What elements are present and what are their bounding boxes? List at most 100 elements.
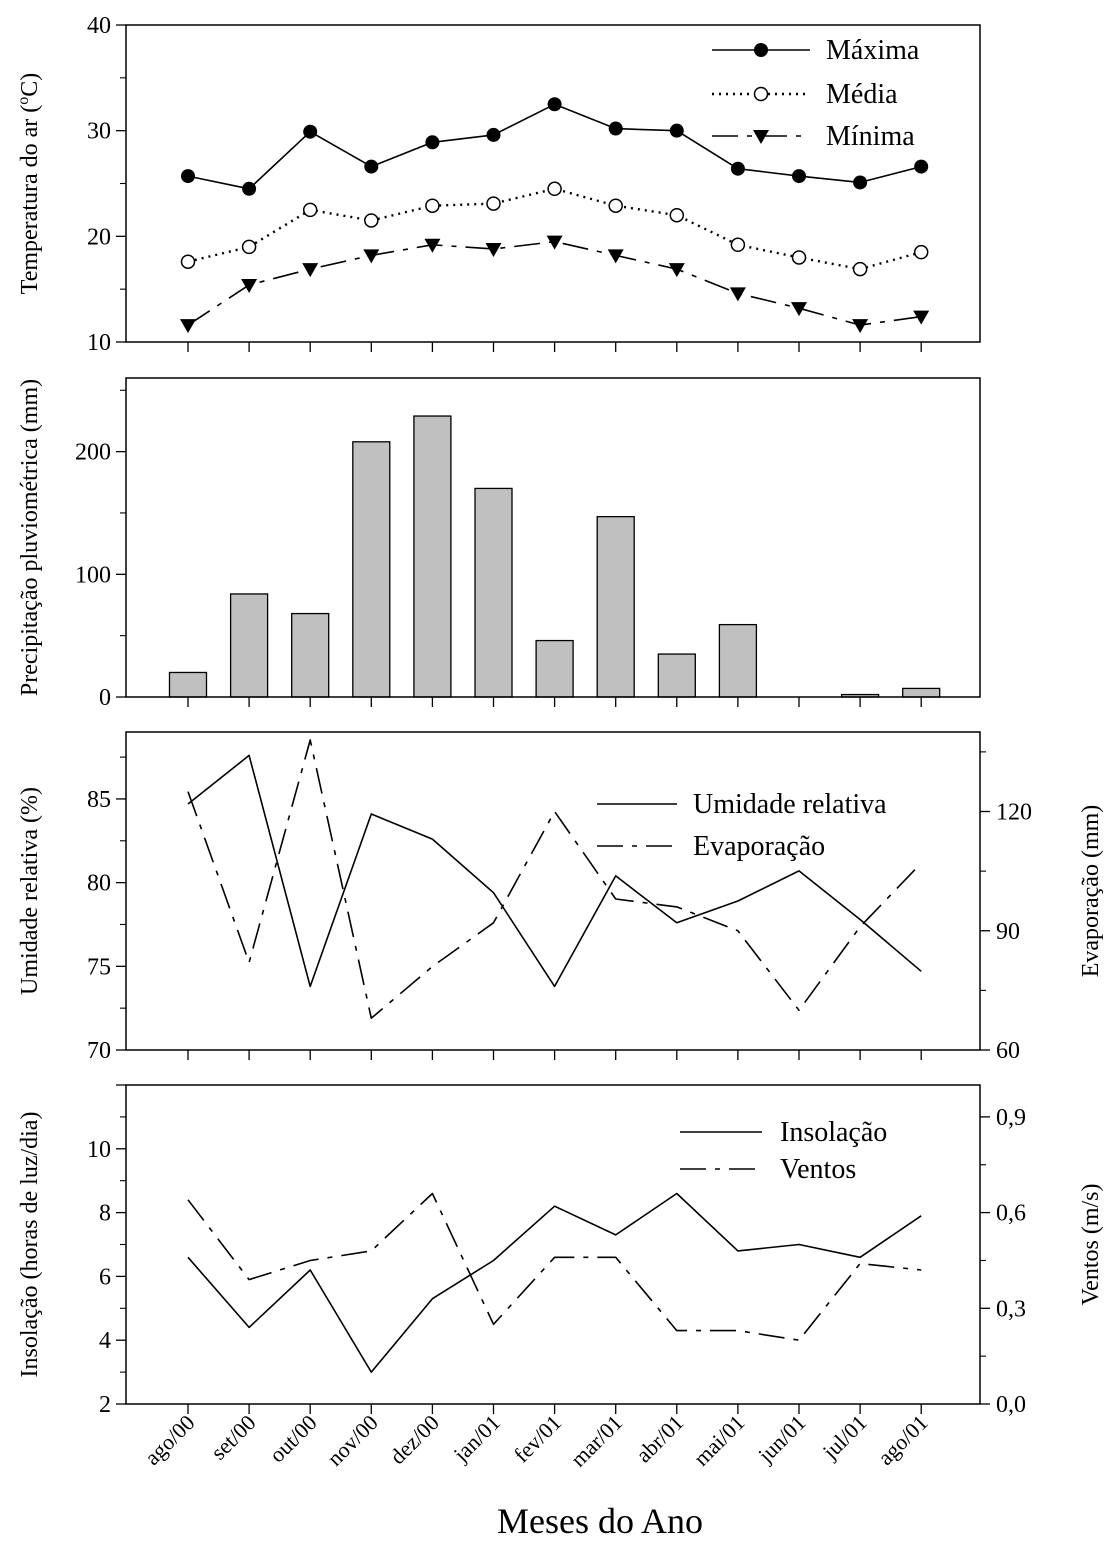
temp-point	[241, 239, 257, 255]
insolation-series-line-2	[187, 1192, 922, 1341]
humidity-legend-2-label: Evaporação	[693, 831, 825, 862]
y-tick-label: 70	[87, 1038, 111, 1064]
temp-point	[241, 278, 258, 293]
x-tick-label-dez-00: dez/00	[385, 1410, 444, 1469]
temp-point	[363, 249, 380, 264]
x-tick-label-mar-01: mar/01	[565, 1410, 627, 1472]
panel-3-frame	[125, 731, 981, 1051]
x-tick-label-ago-01: ago/01	[873, 1410, 933, 1470]
temp-point	[181, 169, 195, 184]
humidity-series-line-2	[187, 739, 922, 1020]
temp-series-line-2	[187, 187, 922, 271]
humidity-series-line-1	[187, 754, 922, 988]
precip-bar	[168, 671, 208, 698]
y-tick-label: 200	[75, 440, 111, 466]
x-tick-label-fev-01: fev/01	[509, 1410, 566, 1467]
bars-layer	[168, 415, 941, 698]
y-tick-label: 20	[87, 224, 111, 250]
precip-bar	[352, 441, 391, 698]
temp-legend-3-marker	[753, 130, 769, 144]
temp-point	[791, 250, 807, 265]
temp-point	[425, 198, 440, 213]
temp-point	[607, 249, 624, 264]
x-tick-label-jul-01: jul/01	[817, 1410, 872, 1465]
temp-point	[730, 161, 745, 176]
precip-bar	[474, 487, 513, 698]
temp-point	[303, 124, 318, 139]
temp-legend-2-label: Média	[826, 79, 898, 110]
temp-point	[302, 202, 318, 218]
precipitation-axis-title: Precipitação pluviométrica (mm)	[17, 379, 43, 696]
winds-axis-title: Ventos (m/s)	[1078, 1184, 1104, 1306]
temp-point	[852, 261, 868, 277]
y2-tick-label: 0,9	[996, 1105, 1026, 1131]
precip-bar	[902, 687, 941, 698]
y-tick-label: 100	[75, 562, 111, 588]
x-tick-label-ago-00: ago/00	[140, 1410, 200, 1470]
temp-point	[486, 127, 501, 142]
temp-point	[180, 254, 196, 269]
panel-2-frame	[125, 377, 981, 698]
temp-point	[485, 243, 502, 258]
temp-point	[913, 244, 929, 260]
temp-legend-3-label: Mínima	[826, 121, 915, 152]
precip-bar	[413, 415, 452, 698]
temp-legend-2-marker	[753, 86, 769, 102]
y-tick-label: 6	[99, 1264, 111, 1290]
ticks-layer	[116, 24, 990, 1414]
y2-tick-label: 90	[996, 919, 1020, 945]
precip-bar	[535, 639, 574, 698]
temp-point	[242, 181, 257, 196]
temperature-axis-title-tail: C)	[17, 73, 43, 97]
labels-layer: Meses do Ano 10203040MáximaMédiaMínimaTe…	[15, 13, 1104, 1541]
temp-point	[914, 159, 929, 174]
y-tick-label: 75	[87, 954, 111, 980]
panel-frames-layer	[125, 24, 981, 1405]
markers-layer	[180, 43, 930, 334]
y2-tick-label: 60	[996, 1038, 1020, 1064]
temp-point	[792, 169, 806, 184]
x-tick-label-nov-00: nov/00	[322, 1410, 383, 1471]
insolation-legend-1-label: Insolação	[780, 1117, 887, 1148]
y-tick-label: 10	[87, 1137, 111, 1163]
evaporation-axis-title: Evaporação (mm)	[1078, 805, 1104, 978]
y-tick-label: 2	[99, 1392, 111, 1418]
temp-legend-1-marker	[754, 43, 768, 57]
precip-bar	[291, 612, 330, 698]
temp-series-line-3	[187, 240, 922, 326]
insolation-legend-2-label: Ventos	[780, 1154, 856, 1185]
y-tick-label: 30	[87, 119, 111, 145]
insolation-axis-title: Insolação (horas de luz/dia)	[17, 1112, 43, 1378]
temp-point	[486, 196, 501, 211]
precip-bar	[718, 623, 758, 698]
temp-point	[364, 213, 379, 228]
precip-bar	[657, 653, 696, 698]
temp-point	[913, 310, 930, 325]
y2-tick-label: 120	[996, 800, 1032, 826]
y-tick-label: 80	[87, 871, 111, 897]
x-tick-label-mai-01: mai/01	[689, 1410, 750, 1471]
temp-point	[853, 175, 868, 190]
temp-point	[852, 319, 869, 334]
x-tick-label-jun-01: jun/01	[752, 1410, 810, 1468]
temp-point	[791, 302, 807, 317]
temperature-axis-title-main: Temperatura do ar (	[17, 105, 43, 295]
temp-series-line-1	[187, 103, 922, 190]
x-tick-label-out-00: out/00	[264, 1410, 321, 1467]
temp-point	[669, 207, 685, 223]
temp-point	[729, 287, 746, 302]
temperature-axis-title-sup: o	[15, 97, 32, 105]
temp-point	[425, 135, 440, 150]
temp-legend-1-label: Máxima	[826, 35, 920, 66]
insolation-series-line-1	[187, 1192, 922, 1373]
x-tick-label-abr-01: abr/01	[631, 1410, 688, 1467]
x-tick-label-jan-01: jan/01	[448, 1410, 505, 1467]
y2-tick-label: 0,3	[996, 1296, 1026, 1322]
humidity-legend-1-label: Umidade relativa	[693, 789, 887, 820]
temp-point	[547, 97, 562, 112]
temp-point	[364, 159, 379, 174]
temp-point	[608, 198, 623, 213]
temp-point	[668, 263, 685, 278]
y-tick-label: 0	[99, 685, 111, 711]
